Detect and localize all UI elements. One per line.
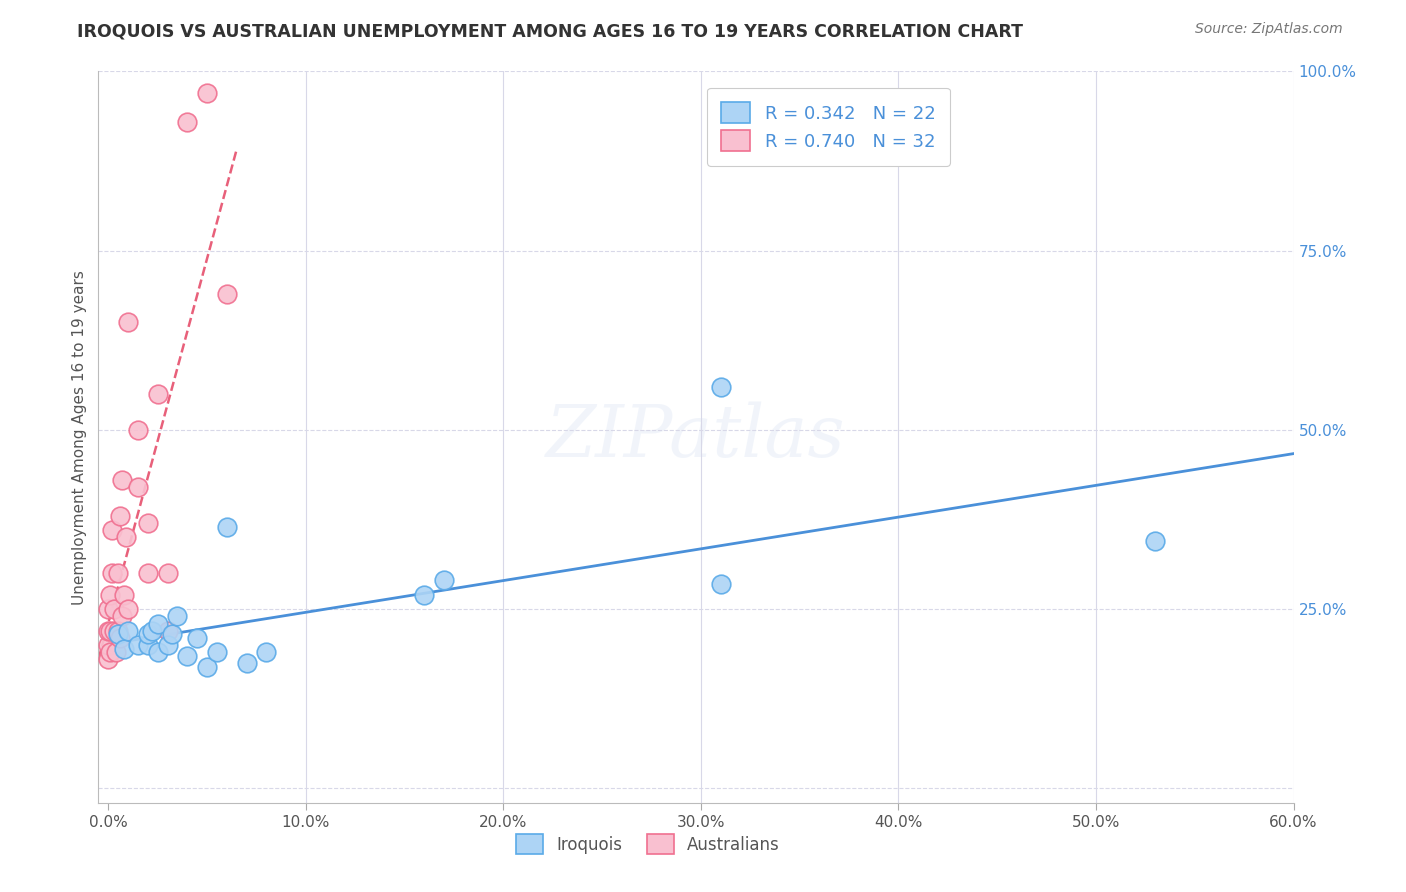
Point xyxy=(112,641,135,656)
Point xyxy=(176,648,198,663)
Point xyxy=(156,624,179,638)
Point xyxy=(115,531,138,545)
Point xyxy=(146,616,169,631)
Point xyxy=(710,577,733,591)
Point xyxy=(433,574,456,588)
Point xyxy=(215,519,238,533)
Point xyxy=(117,315,139,329)
Text: ZIPatlas: ZIPatlas xyxy=(546,401,846,473)
Point xyxy=(117,602,139,616)
Point xyxy=(146,645,169,659)
Point xyxy=(186,631,208,645)
Point xyxy=(105,645,128,659)
Point xyxy=(710,380,733,394)
Point xyxy=(160,627,183,641)
Point xyxy=(117,624,139,638)
Point xyxy=(101,566,124,581)
Point xyxy=(146,387,169,401)
Point xyxy=(136,516,159,530)
Point xyxy=(127,480,149,494)
Legend: Iroquois, Australians: Iroquois, Australians xyxy=(509,828,787,860)
Point xyxy=(413,588,436,602)
Point xyxy=(107,627,129,641)
Point xyxy=(112,588,135,602)
Point xyxy=(111,473,134,487)
Point xyxy=(111,609,134,624)
Point xyxy=(176,114,198,128)
Y-axis label: Unemployment Among Ages 16 to 19 years: Unemployment Among Ages 16 to 19 years xyxy=(72,269,87,605)
Point xyxy=(97,638,120,652)
Point xyxy=(156,638,179,652)
Point xyxy=(97,652,120,666)
Point xyxy=(235,656,257,670)
Point xyxy=(205,645,228,659)
Point xyxy=(166,609,188,624)
Point xyxy=(101,524,124,538)
Point xyxy=(107,566,129,581)
Point xyxy=(254,645,277,659)
Point xyxy=(108,631,131,645)
Point xyxy=(127,638,149,652)
Point xyxy=(98,645,121,659)
Point xyxy=(98,588,121,602)
Point xyxy=(195,86,218,100)
Point xyxy=(136,627,159,641)
Point xyxy=(156,566,179,581)
Point xyxy=(103,624,125,638)
Point xyxy=(107,624,129,638)
Point xyxy=(98,624,121,638)
Point xyxy=(1144,534,1167,549)
Point xyxy=(136,566,159,581)
Point xyxy=(103,602,125,616)
Point xyxy=(127,423,149,437)
Point xyxy=(97,624,120,638)
Text: Source: ZipAtlas.com: Source: ZipAtlas.com xyxy=(1195,22,1343,37)
Point xyxy=(215,286,238,301)
Text: IROQUOIS VS AUSTRALIAN UNEMPLOYMENT AMONG AGES 16 TO 19 YEARS CORRELATION CHART: IROQUOIS VS AUSTRALIAN UNEMPLOYMENT AMON… xyxy=(77,22,1024,40)
Point xyxy=(136,638,159,652)
Point xyxy=(195,659,218,673)
Point xyxy=(141,624,163,638)
Point xyxy=(108,508,131,523)
Point xyxy=(97,602,120,616)
